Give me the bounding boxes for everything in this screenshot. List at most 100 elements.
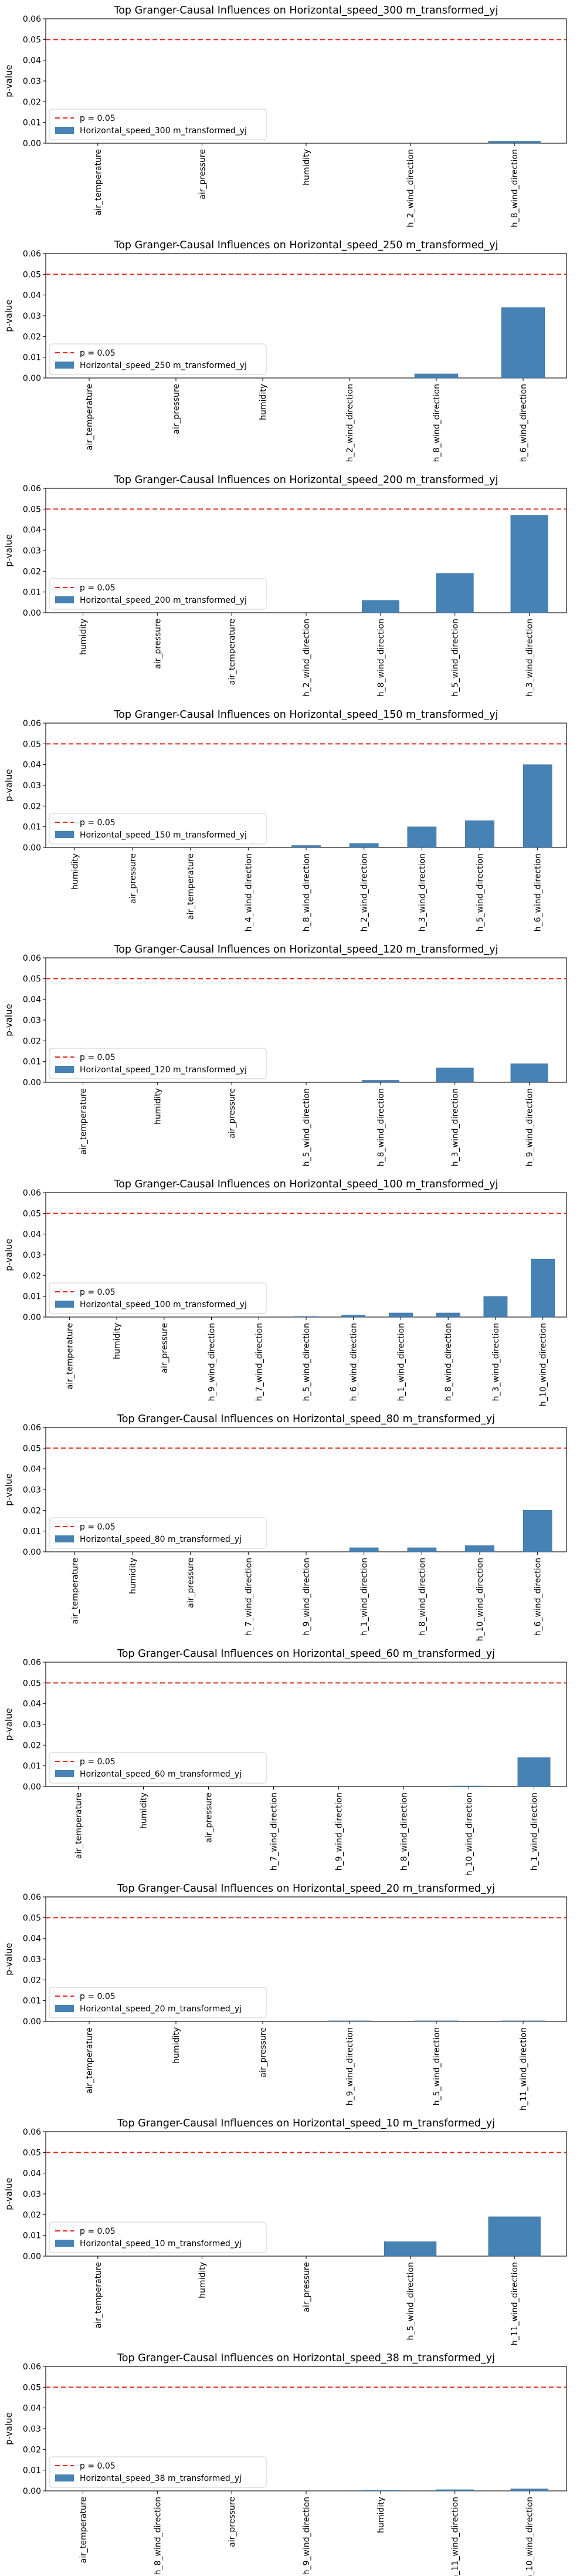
y-tick-label: 0.05	[23, 505, 41, 514]
legend-box	[49, 1517, 267, 1549]
chart-panel-10: Top Granger-Causal Influences on Horizon…	[4, 2352, 567, 2576]
bar	[465, 1545, 494, 1552]
x-tick-label: air_pressure	[160, 1323, 169, 1373]
x-tick-label: h_5_wind_direction	[302, 1323, 311, 1401]
x-tick-label: air_pressure	[259, 2027, 268, 2078]
legend-series-label: Horizontal_speed_100 m_transformed_yj	[80, 1300, 247, 1309]
chart-panel-4: Top Granger-Causal Influences on Horizon…	[4, 944, 567, 1166]
x-tick-label: h_8_wind_direction	[510, 149, 520, 227]
x-tick-label: h_3_wind_direction	[418, 853, 427, 931]
y-tick-label: 0.01	[23, 119, 41, 128]
x-tick-label: h_5_wind_direction	[476, 853, 485, 931]
x-tick-label: humidity	[172, 2027, 181, 2064]
legend-box	[49, 1282, 267, 1314]
legend-threshold-label: p = 0.05	[80, 114, 116, 123]
bar	[523, 764, 552, 848]
x-tick-label: h_2_wind_direction	[345, 384, 355, 462]
y-axis-label: p-value	[4, 1004, 14, 1037]
y-axis-label: p-value	[4, 1473, 14, 1506]
y-tick-label: 0.04	[23, 995, 41, 1005]
y-tick-label: 0.05	[23, 1209, 41, 1218]
y-tick-label: 0.03	[23, 1955, 41, 1964]
y-tick-label: 0.02	[23, 332, 41, 342]
legend-series-label: Horizontal_speed_200 m_transformed_yj	[80, 596, 247, 605]
legend-threshold-label: p = 0.05	[80, 2227, 116, 2236]
legend: p = 0.05 Horizontal_speed_300 m_transform…	[49, 109, 267, 140]
chart-panel-2: Top Granger-Causal Influences on Horizon…	[4, 474, 567, 697]
y-tick-label: 0.01	[23, 2231, 41, 2241]
bar	[510, 515, 548, 613]
y-tick-label: 0.06	[23, 2362, 41, 2372]
legend: p = 0.05 Horizontal_speed_20 m_transforme…	[49, 1987, 267, 2018]
legend-box	[49, 343, 267, 375]
x-tick-label: air_temperature	[79, 1088, 88, 1154]
y-tick-label: 0.04	[23, 2404, 41, 2413]
x-tick-label: h_9_wind_direction	[345, 2027, 355, 2105]
x-tick-label: h_8_wind_direction	[153, 2497, 162, 2575]
bar	[483, 1296, 508, 1318]
x-tick-label: h_9_wind_direction	[525, 1088, 535, 1166]
y-tick-label: 0.04	[23, 56, 41, 66]
x-tick-label: air_pressure	[172, 384, 181, 434]
bar	[465, 820, 494, 848]
chart-title: Top Granger-Causal Influences on Horizon…	[117, 2352, 495, 2364]
y-tick-label: 0.06	[23, 1189, 41, 1198]
legend-box	[49, 109, 267, 140]
x-tick-label: h_9_wind_direction	[208, 1323, 217, 1401]
x-tick-label: h_8_wind_direction	[400, 1792, 409, 1871]
legend: p = 0.05 Horizontal_speed_38 m_transforme…	[49, 2456, 267, 2488]
legend-series-label: Horizontal_speed_120 m_transformed_yj	[80, 1065, 247, 1075]
y-tick-label: 0.01	[23, 588, 41, 597]
y-tick-label: 0.03	[23, 546, 41, 556]
y-tick-label: 0.05	[23, 270, 41, 279]
chart-title: Top Granger-Causal Influences on Horizon…	[113, 944, 498, 956]
y-tick-label: 0.02	[23, 1741, 41, 1750]
legend-series-label: Horizontal_speed_20 m_transformed_yj	[80, 2004, 242, 2014]
chart-title: Top Granger-Causal Influences on Horizon…	[117, 1413, 495, 1425]
x-tick-label: h_10_wind_direction	[476, 1558, 485, 1641]
chart-panel-8: Top Granger-Causal Influences on Horizon…	[4, 1883, 567, 2111]
y-tick-label: 0.00	[23, 139, 41, 148]
legend-bar-swatch	[55, 1066, 74, 1073]
x-tick-label: air_temperature	[79, 2497, 88, 2563]
bar	[414, 373, 459, 379]
bar	[488, 2216, 541, 2257]
y-tick-label: 0.04	[23, 1934, 41, 1944]
legend-bar-swatch	[55, 2474, 74, 2482]
x-tick-label: h_8_wind_direction	[432, 384, 442, 462]
legend-threshold-label: p = 0.05	[80, 1992, 116, 2001]
x-tick-label: h_5_wind_direction	[451, 619, 460, 697]
y-tick-label: 0.05	[23, 2148, 41, 2158]
legend-bar-swatch	[55, 831, 74, 838]
legend-threshold-label: p = 0.05	[80, 1522, 116, 1532]
bar	[501, 307, 545, 379]
y-tick-label: 0.04	[23, 1230, 41, 1240]
y-tick-label: 0.05	[23, 2383, 41, 2392]
x-tick-label: h_11_wind_direction	[519, 2027, 528, 2111]
legend-threshold-label: p = 0.05	[80, 818, 116, 828]
y-axis-label: p-value	[4, 299, 14, 332]
y-axis-label: p-value	[4, 1943, 14, 1976]
y-tick-label: 0.03	[23, 781, 41, 791]
legend-box	[49, 813, 267, 845]
y-tick-label: 0.04	[23, 761, 41, 770]
y-tick-label: 0.03	[23, 312, 41, 321]
legend-box	[49, 1987, 267, 2018]
y-tick-label: 0.03	[23, 1251, 41, 1260]
y-tick-label: 0.01	[23, 2466, 41, 2476]
x-tick-label: air_pressure	[198, 149, 207, 200]
y-tick-label: 0.00	[23, 2487, 41, 2496]
y-tick-label: 0.06	[23, 484, 41, 494]
x-tick-label: humidity	[153, 1088, 162, 1125]
legend-threshold-label: p = 0.05	[80, 1757, 116, 1767]
chart-panel-6: Top Granger-Causal Influences on Horizon…	[4, 1413, 567, 1641]
y-tick-label: 0.02	[23, 567, 41, 576]
chart-panel-9: Top Granger-Causal Influences on Horizon…	[4, 2118, 567, 2345]
x-tick-label: h_8_wind_direction	[377, 1088, 386, 1166]
chart-panel-3: Top Granger-Causal Influences on Horizon…	[4, 709, 567, 931]
bar	[407, 826, 437, 848]
y-tick-label: 0.04	[23, 291, 41, 301]
legend-threshold-label: p = 0.05	[80, 1288, 116, 1297]
x-tick-label: h_11_wind_direction	[451, 2497, 460, 2576]
